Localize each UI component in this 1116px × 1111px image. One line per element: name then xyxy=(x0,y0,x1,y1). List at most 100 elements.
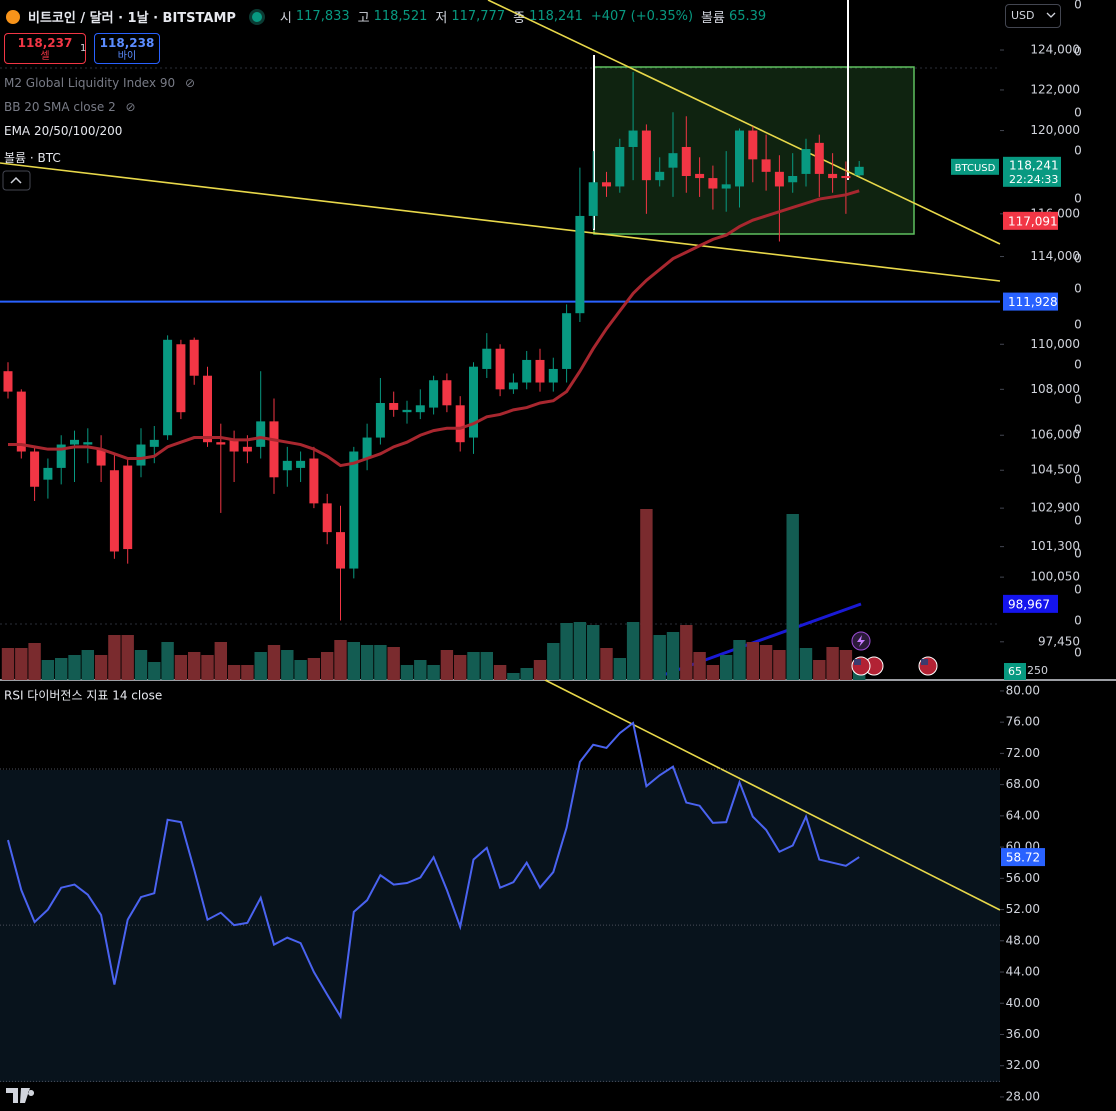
y-tick-label: 110,000 xyxy=(1030,337,1080,351)
candle-body xyxy=(96,449,106,466)
symbol[interactable]: 비트코인 / 달러 · 1날 · BITSTAMP xyxy=(28,11,236,26)
volume-bar xyxy=(294,660,307,680)
candle-body xyxy=(588,182,598,216)
collapse-button[interactable] xyxy=(2,170,31,191)
volume-bar xyxy=(480,652,493,680)
candle-body xyxy=(841,175,851,179)
y-tick-label: 32.00 xyxy=(1006,1058,1040,1072)
candle-body xyxy=(70,439,79,445)
volume-bar xyxy=(507,673,520,680)
ohlc-label: 저 xyxy=(435,11,448,26)
candle-body xyxy=(429,380,439,408)
value-label: 58.72 xyxy=(1006,851,1040,865)
ohlc-label: 종 xyxy=(513,11,526,26)
volume-bar xyxy=(454,655,467,680)
indicator[interactable]: EMA 20/50/100/200 xyxy=(4,124,123,138)
candle-body xyxy=(163,339,173,436)
currency-select[interactable]: USD xyxy=(1005,4,1061,28)
volume-bar xyxy=(520,668,533,680)
volume-scale-label: 65 xyxy=(1004,663,1026,680)
price-box xyxy=(1003,211,1058,230)
candle-body xyxy=(322,503,332,533)
overlay-tick-label: 0 xyxy=(1074,547,1082,561)
value-box xyxy=(1001,848,1045,867)
spread: 1 xyxy=(80,43,87,54)
volume-bar xyxy=(94,655,108,680)
volume-bar xyxy=(640,509,653,680)
volume-bar xyxy=(839,650,853,680)
candle-body xyxy=(482,348,492,369)
candle-body xyxy=(774,171,784,187)
y-tick-label: 114,000 xyxy=(1030,249,1080,263)
candle-body xyxy=(602,182,611,187)
overlay-tick-label: 0 xyxy=(1074,514,1082,528)
volume-bar xyxy=(241,665,254,680)
candle-body xyxy=(508,382,518,390)
volume-bar xyxy=(440,650,454,680)
volume-bar xyxy=(214,642,227,680)
price-label: 118,241 xyxy=(1009,158,1059,172)
y-tick-label: 48.00 xyxy=(1006,933,1040,947)
volume-bar xyxy=(347,642,360,680)
volume-bar xyxy=(81,650,94,680)
y-tick-label: 97,450 xyxy=(1038,634,1080,648)
candle-body xyxy=(415,405,425,413)
candle-body xyxy=(16,391,26,452)
volume-bar xyxy=(773,650,786,680)
volume-bar xyxy=(600,648,613,680)
volume-bar xyxy=(201,655,214,680)
candle-body xyxy=(721,184,731,189)
candle-body xyxy=(109,470,119,552)
y-tick-label: 102,900 xyxy=(1030,501,1080,515)
candle-body xyxy=(216,442,226,445)
candle-body xyxy=(389,403,399,410)
volume-bar xyxy=(374,645,387,680)
volume-bar xyxy=(400,665,414,680)
change: +407 (+0.35%) xyxy=(590,9,694,24)
candle-body xyxy=(56,444,66,468)
volume-bar xyxy=(653,635,666,680)
indicator[interactable]: M2 Global Liquidity Index 90 ⊘ xyxy=(4,76,196,90)
candle-body xyxy=(43,467,53,480)
trend-line xyxy=(487,0,1001,245)
indicator-name: M2 Global Liquidity Index 90 xyxy=(4,76,176,90)
candle-body xyxy=(748,130,758,160)
volume-bar xyxy=(467,652,480,680)
volume-scale-tail: 250 xyxy=(1027,664,1048,677)
candle-body xyxy=(535,359,545,383)
indicator-name: BB 20 SMA close 2 xyxy=(4,100,116,114)
rsi-trend-line xyxy=(544,679,1001,911)
volume-bar xyxy=(573,622,587,680)
candle-body xyxy=(455,405,465,443)
volume-bar xyxy=(693,652,706,680)
event-icon xyxy=(854,659,861,665)
overlay-tick-label: 0 xyxy=(1074,282,1082,296)
y-tick-label: 124,000 xyxy=(1030,43,1080,57)
overlay-tick-label: 0 xyxy=(1074,358,1082,372)
y-tick-label: 104,500 xyxy=(1030,463,1080,477)
indicator[interactable]: 볼륨 · BTC xyxy=(4,151,61,165)
sell-button[interactable]: 118,237 셀 xyxy=(4,33,86,64)
candle-body xyxy=(83,442,93,445)
volume-bar xyxy=(307,658,321,680)
coin-icon xyxy=(6,9,20,24)
candle-body xyxy=(495,348,505,390)
buy-label: 바이 xyxy=(117,51,137,62)
market-status xyxy=(251,11,262,22)
y-tick-label: 68.00 xyxy=(1006,777,1040,791)
volume-bar xyxy=(28,643,41,680)
plot: 124,000122,000120,000116,000114,000110,0… xyxy=(0,0,1082,1103)
volume-bar xyxy=(188,652,201,680)
candle-body xyxy=(761,159,771,172)
candle-body xyxy=(828,173,838,179)
volume-bar xyxy=(547,643,560,680)
sell-price: 118,237 xyxy=(17,36,73,50)
candle-body xyxy=(708,178,718,189)
volume-bar xyxy=(334,640,347,680)
buy-button[interactable]: 118,238 바이 xyxy=(94,33,160,64)
overlay-tick-label: 0 xyxy=(1074,393,1082,407)
volume-bar xyxy=(41,660,55,680)
price-label: 117,091 xyxy=(1008,214,1058,228)
indicator[interactable]: BB 20 SMA close 2 ⊘ xyxy=(4,100,136,114)
volume-bar xyxy=(281,650,294,680)
